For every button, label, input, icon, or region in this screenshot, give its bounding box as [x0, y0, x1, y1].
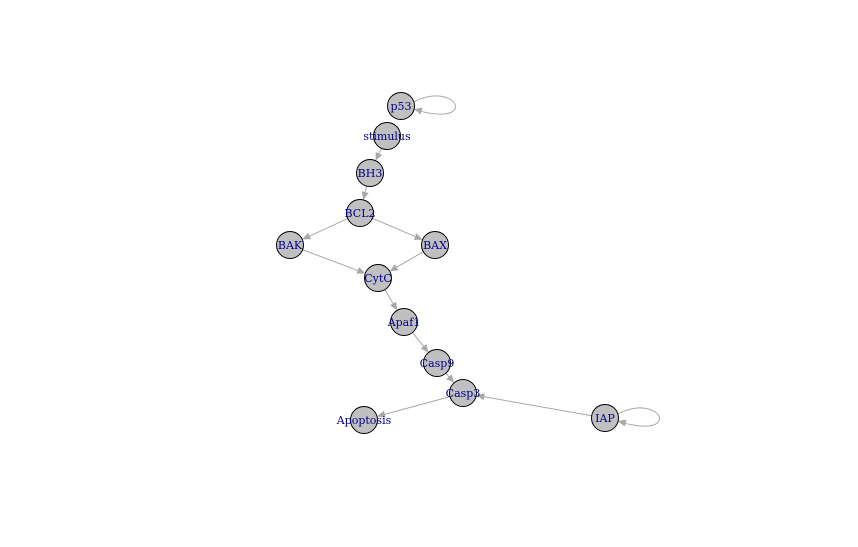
node-circle-Apaf1 [390, 308, 418, 336]
edge-CytC-Apaf1-arrowhead [390, 301, 398, 311]
node-Apaf1: Apaf1 [387, 308, 421, 336]
node-circle-Casp3 [449, 379, 477, 407]
edge-Casp3-Apoptosis-arrowhead [377, 410, 386, 418]
node-circle-Apoptosis [350, 406, 378, 434]
edge-IAP-IAP-loop [617, 407, 660, 427]
edge-BAK-CytC-line [302, 249, 360, 272]
edge-p53-p53-loop [413, 95, 456, 115]
node-circle-Casp9 [423, 349, 451, 377]
edge-BCL2-BAX-line [372, 217, 418, 238]
node-label-BAK: BAK [278, 239, 303, 252]
node-circle-BCL2 [346, 199, 374, 227]
edge-BCL2-BAK-arrowhead [302, 232, 312, 240]
edge-p53-p53-arrowhead [413, 107, 423, 115]
node-label-Apaf1: Apaf1 [387, 316, 421, 329]
node-circle-BAK [276, 231, 304, 259]
edge-BAX-CytC-arrowhead [389, 264, 399, 272]
edge-stimulus-BH3-arrowhead [375, 152, 383, 161]
node-Casp3: Casp3 [446, 379, 481, 407]
node-Apoptosis: Apoptosis [336, 406, 392, 434]
node-Casp9: Casp9 [420, 349, 455, 377]
edge-BCL2-BAK-line [307, 218, 348, 238]
node-circle-stimulus [373, 122, 401, 150]
node-label-stimulus: stimulus [363, 130, 411, 143]
edge-Casp3-Apoptosis-line [382, 396, 451, 416]
node-label-BAX: BAX [423, 239, 447, 252]
node-circle-BAX [421, 231, 449, 259]
edge-BH3-BCL2-arrowhead [361, 191, 369, 200]
edge-IAP-IAP-arrowhead [617, 419, 627, 427]
node-BCL2: BCL2 [344, 199, 376, 227]
node-BAK: BAK [276, 231, 304, 259]
edge-IAP-Casp3-line [482, 395, 592, 417]
node-label-BCL2: BCL2 [344, 207, 375, 220]
node-BH3: BH3 [356, 159, 384, 187]
node-label-BH3: BH3 [358, 167, 383, 180]
node-stimulus: stimulus [363, 122, 411, 150]
node-label-IAP: IAP [595, 412, 615, 425]
edge-Apaf1-Casp9-line [412, 332, 426, 349]
edge-Apaf1-Casp9-arrowhead [420, 344, 429, 353]
node-circle-BH3 [356, 159, 384, 187]
node-CytC: CytC [364, 264, 392, 292]
nodes-layer: p53 stimulus BH3 BCL2 BAK BAX CytC Apaf1 Casp9 Ca… [276, 92, 619, 434]
node-IAP: IAP [591, 404, 619, 432]
edges-layer [302, 95, 660, 427]
edge-BCL2-BAX-arrowhead [413, 233, 423, 240]
node-circle-CytC [364, 264, 392, 292]
node-label-p53: p53 [390, 100, 411, 113]
node-circle-IAP [591, 404, 619, 432]
node-label-Casp9: Casp9 [420, 357, 455, 370]
node-circle-p53 [387, 92, 415, 120]
node-label-Casp3: Casp3 [446, 387, 481, 400]
edge-BAK-CytC-arrowhead [356, 267, 366, 274]
node-p53: p53 [387, 92, 415, 120]
node-label-Apoptosis: Apoptosis [336, 414, 392, 427]
edge-IAP-Casp3-arrowhead [476, 393, 485, 401]
edge-BAX-CytC-line [394, 251, 424, 269]
node-label-CytC: CytC [364, 272, 391, 285]
edge-CytC-Apaf1-line [384, 289, 395, 306]
edge-Casp9-Casp3-arrowhead [446, 374, 455, 383]
node-BAX: BAX [421, 231, 449, 259]
